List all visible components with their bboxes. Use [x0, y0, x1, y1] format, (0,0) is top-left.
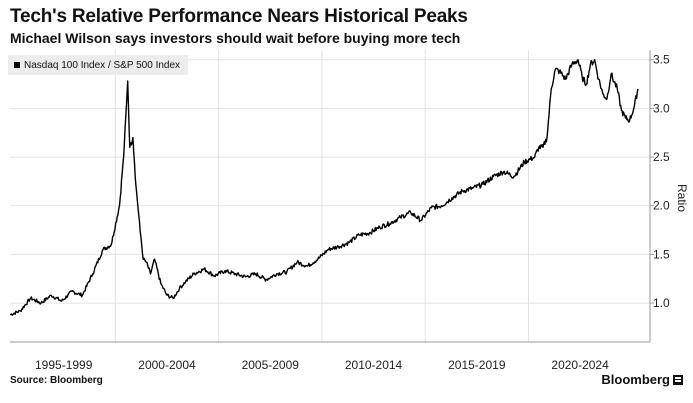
x-tick-label: 2015-2019 — [448, 358, 506, 372]
chart-subtitle: Michael Wilson says investors should wai… — [10, 30, 461, 46]
brand-name: Bloomberg — [601, 372, 670, 387]
chart-title: Tech's Relative Performance Nears Histor… — [10, 6, 468, 27]
y-tick-label: 1.5 — [653, 247, 670, 261]
legend: Nasdaq 100 Index / S&P 500 Index — [8, 55, 189, 75]
y-tick-label: 3.5 — [653, 53, 670, 67]
x-tick-label: 2010-2014 — [345, 358, 403, 372]
y-axis-label: Ratio — [675, 184, 689, 212]
legend-swatch — [14, 62, 20, 68]
chart-icon — [673, 374, 683, 385]
grid — [10, 50, 650, 342]
x-tick-label: 2000-2004 — [138, 358, 196, 372]
y-tick-label: 1.0 — [653, 296, 670, 310]
brand-logo: Bloomberg — [601, 372, 683, 387]
y-tick-label: 2.5 — [653, 150, 670, 164]
x-tick-label: 1995-1999 — [35, 358, 93, 372]
x-ticks: 1995-1999 2000-2004 2005-2009 2010-2014 2015… — [35, 358, 609, 372]
legend-label: Nasdaq 100 Index / S&P 500 Index — [24, 59, 181, 71]
y-tick-label: 3.0 — [653, 101, 670, 115]
x-tick-label: 2020-2024 — [551, 358, 609, 372]
series-line — [9, 59, 639, 316]
y-tick-label: 2.0 — [653, 199, 670, 213]
x-tick-label: 2005-2009 — [242, 358, 300, 372]
series-layer — [9, 59, 639, 316]
y-ticks: 1.0 1.5 2.0 2.5 3.0 3.5 — [650, 53, 670, 310]
source-note: Source: Bloomberg — [10, 375, 103, 386]
